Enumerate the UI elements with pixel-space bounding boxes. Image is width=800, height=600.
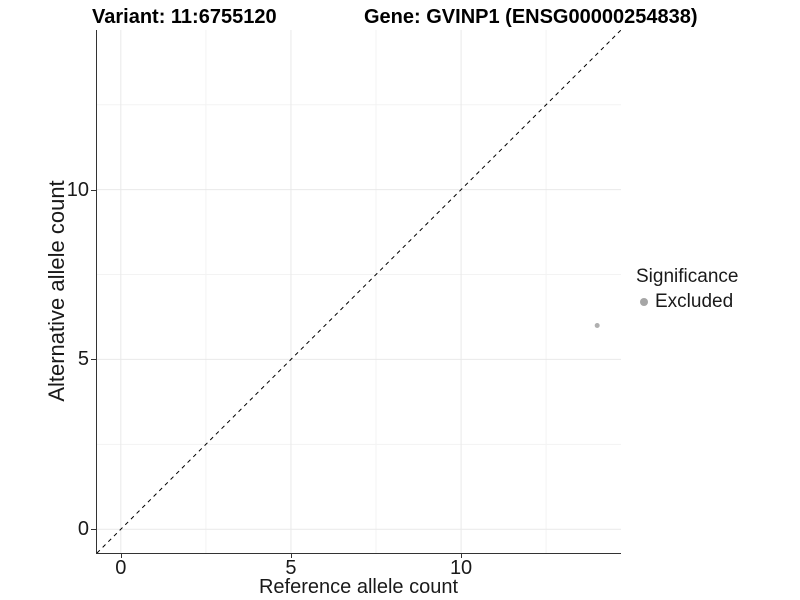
x-axis-tick	[290, 553, 292, 558]
legend-title: Significance	[636, 266, 739, 287]
y-tick-label: 10	[66, 178, 89, 201]
data-point	[594, 322, 600, 328]
x-tick-label: 5	[285, 557, 297, 579]
y-axis-tick	[91, 359, 96, 361]
plot-area	[96, 29, 622, 554]
identity-line	[96, 29, 622, 554]
legend-item-excluded: Excluded	[636, 291, 738, 313]
plot-title-variant: Variant: 11:6755120	[92, 6, 277, 28]
legend: Significance Excluded	[636, 266, 738, 313]
x-tick-label: 0	[115, 557, 127, 579]
y-tick-label: 0	[77, 518, 89, 541]
y-axis-tick	[91, 529, 96, 531]
x-axis-tick	[461, 553, 463, 558]
plot-title-gene: Gene: GVINP1 (ENSG00000254838)	[364, 6, 698, 28]
legend-key	[636, 293, 652, 311]
x-axis-title: Reference allele count	[258, 576, 458, 598]
legend-item-label: Excluded	[655, 291, 734, 312]
x-axis-tick	[120, 553, 122, 558]
legend-point-icon	[640, 298, 648, 306]
x-tick-label: 10	[449, 557, 473, 579]
y-tick-label: 5	[77, 348, 89, 371]
plot-panel	[96, 29, 622, 554]
y-axis-tick	[91, 189, 96, 191]
